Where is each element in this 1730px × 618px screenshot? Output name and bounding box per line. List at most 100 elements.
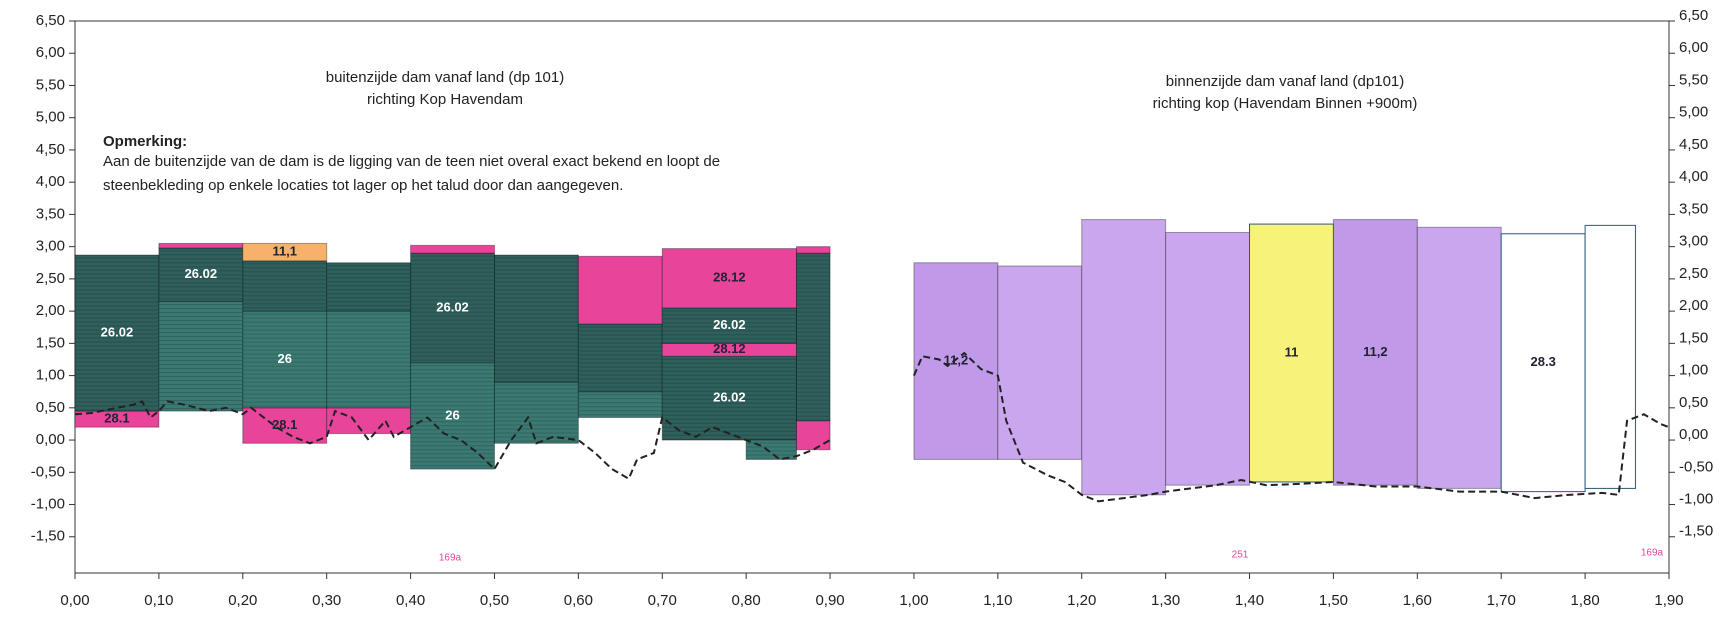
segment xyxy=(1332,219,1418,486)
x-tick-label: 1,30 xyxy=(1151,592,1180,609)
segment-label: 28.12 xyxy=(713,341,746,356)
x-tick-label: 1,40 xyxy=(1235,592,1264,609)
segment xyxy=(795,420,831,451)
segment xyxy=(326,262,412,312)
x-tick-label: 1,10 xyxy=(983,592,1012,609)
annotation: richting Kop Havendam xyxy=(367,91,523,108)
y-tick-label: 6,50 xyxy=(36,12,65,29)
x-tick-label: 1,20 xyxy=(1067,592,1096,609)
y2-tick-label: -1,00 xyxy=(1679,490,1713,507)
y2-tick-label: 6,50 xyxy=(1679,7,1708,24)
y2-tick-label: 1,00 xyxy=(1679,362,1708,379)
x-tick-label: 1,50 xyxy=(1319,592,1348,609)
x-tick-label: 0,80 xyxy=(732,592,761,609)
y-tick-label: 0,00 xyxy=(36,431,65,448)
segment-label: 11,2 xyxy=(1363,344,1388,359)
y-tick-label: 4,50 xyxy=(36,141,65,158)
x-tick-label: 0,40 xyxy=(396,592,425,609)
segment xyxy=(577,391,663,418)
segment xyxy=(577,255,663,325)
y2-tick-label: 2,50 xyxy=(1679,265,1708,282)
y-tick-label: 6,00 xyxy=(36,44,65,61)
segment-label: 11 xyxy=(1285,344,1299,359)
y-tick-label: 2,50 xyxy=(36,270,65,287)
y-tick-label: 4,00 xyxy=(36,173,65,190)
y-tick-label: 3,50 xyxy=(36,205,65,222)
y-tick-label: 1,00 xyxy=(36,367,65,384)
segment-label: 26.02 xyxy=(185,266,218,281)
segment xyxy=(577,323,663,393)
y2-tick-label: -0,50 xyxy=(1679,458,1713,475)
x-tick-label: 1,00 xyxy=(899,592,928,609)
y2-tick-label: 1,50 xyxy=(1679,329,1708,346)
segment-label: 26.02 xyxy=(713,317,746,332)
segment xyxy=(74,254,160,412)
segment xyxy=(326,310,412,409)
x-tick-label: 0,20 xyxy=(228,592,257,609)
segment xyxy=(913,262,999,460)
profile-line xyxy=(74,400,831,481)
x-tick-label: 1,70 xyxy=(1487,592,1516,609)
y-tick-label: 5,50 xyxy=(36,76,65,93)
y2-tick-label: 5,50 xyxy=(1679,71,1708,88)
profile-line xyxy=(913,351,1670,503)
segment xyxy=(493,381,579,444)
segment-label: 26.02 xyxy=(713,390,746,405)
annotation: 169a xyxy=(1641,548,1664,559)
segment-label: 26 xyxy=(445,407,459,422)
segment xyxy=(158,247,244,302)
segment xyxy=(1165,231,1251,486)
segment xyxy=(326,407,412,435)
y2-tick-label: 3,50 xyxy=(1679,200,1708,217)
x-tick-label: 0,60 xyxy=(564,592,593,609)
segment xyxy=(242,242,328,262)
x-tick-label: 0,90 xyxy=(815,592,844,609)
y-tick-label: 0,50 xyxy=(36,399,65,416)
segment xyxy=(410,244,495,254)
y2-tick-label: -1,50 xyxy=(1679,523,1713,540)
annotation: steenbekleding op enkele locaties tot la… xyxy=(103,177,623,194)
y-tick-label: -0,50 xyxy=(31,463,65,480)
x-tick-label: 1,60 xyxy=(1403,592,1432,609)
y2-tick-label: 2,00 xyxy=(1679,297,1708,314)
segment xyxy=(410,252,495,364)
segment-label: 28.3 xyxy=(1531,354,1556,369)
segment xyxy=(1416,226,1502,489)
segment xyxy=(1249,223,1334,483)
annotation: 251 xyxy=(1232,550,1249,561)
annotation: Aan de buitenzijde van de dam is de ligg… xyxy=(103,153,720,170)
segment-label: 26 xyxy=(278,351,292,366)
x-tick-label: 0,70 xyxy=(648,592,677,609)
segment-label: 28.12 xyxy=(713,270,746,285)
segment-label: 28.1 xyxy=(104,411,129,426)
y-tick-label: -1,50 xyxy=(31,528,65,545)
annotation: 169a xyxy=(439,553,462,564)
annotation: binnenzijde dam vanaf land (dp101) xyxy=(1166,73,1405,90)
segment xyxy=(242,310,328,409)
y-tick-label: 3,00 xyxy=(36,238,65,255)
y-tick-label: 1,50 xyxy=(36,334,65,351)
x-tick-label: 0,00 xyxy=(60,592,89,609)
segment-label: 26.02 xyxy=(436,299,469,314)
annotation: buitenzijde dam vanaf land (dp 101) xyxy=(326,69,565,86)
segment xyxy=(795,246,831,254)
y-tick-label: 5,00 xyxy=(36,109,65,126)
segment xyxy=(1081,219,1167,496)
segment-label: 26.02 xyxy=(101,324,134,339)
segment xyxy=(493,254,579,383)
segment xyxy=(158,300,244,412)
segment xyxy=(661,307,797,344)
segment xyxy=(158,242,244,249)
annotation: Opmerking: xyxy=(103,133,187,150)
x-tick-label: 1,90 xyxy=(1654,592,1683,609)
x-tick-label: 0,30 xyxy=(312,592,341,609)
segment xyxy=(242,260,328,312)
y-tick-label: 2,00 xyxy=(36,302,65,319)
x-tick-label: 0,10 xyxy=(144,592,173,609)
y2-tick-label: 4,50 xyxy=(1679,136,1708,153)
segment-label: 11,1 xyxy=(272,244,297,259)
y2-tick-label: 5,00 xyxy=(1679,104,1708,121)
y-tick-label: -1,00 xyxy=(31,495,65,512)
segment xyxy=(661,355,797,441)
